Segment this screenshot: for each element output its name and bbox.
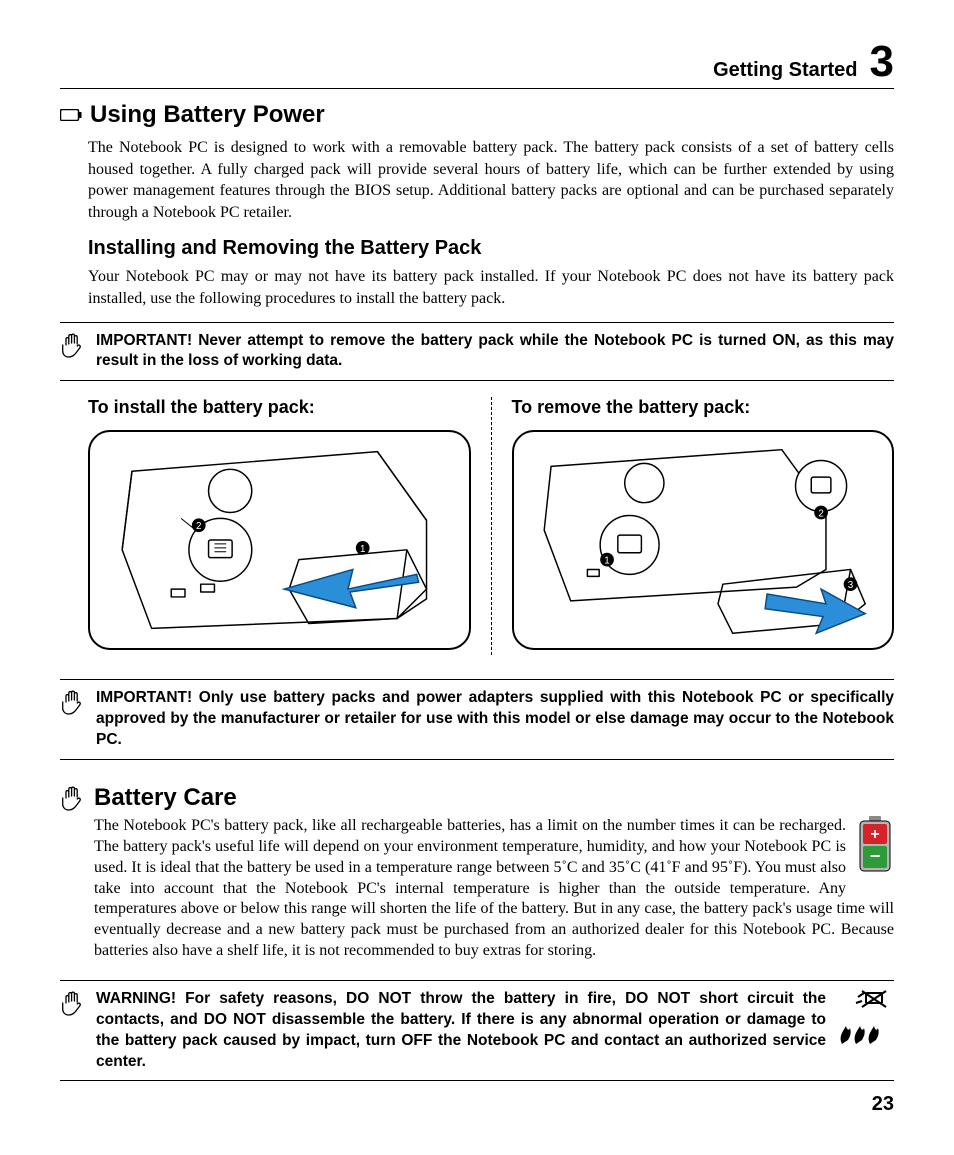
section-using-battery: Using Battery Power <box>60 101 894 129</box>
hand-stop-icon <box>60 331 86 359</box>
note-text: WARNING! For safety reasons, DO NOT thro… <box>96 989 894 1073</box>
hand-warning-icon <box>60 989 86 1017</box>
battery-charge-icon: + − <box>856 816 894 879</box>
body-text: The Notebook PC is designed to work with… <box>88 137 894 223</box>
no-fire-battery-icon <box>836 989 894 1052</box>
body-text: + − The Notebook PC's battery pack, like… <box>94 816 894 962</box>
subsection-title: Installing and Removing the Battery Pack <box>88 237 894 260</box>
remove-column: To remove the battery pack: 1 2 3 <box>512 397 895 655</box>
svg-text:2: 2 <box>196 522 201 533</box>
svg-text:2: 2 <box>818 509 823 520</box>
section-title: Using Battery Power <box>90 101 325 129</box>
hand-stop-icon <box>60 688 86 716</box>
chapter-number: 3 <box>870 40 894 84</box>
body-paragraph: The Notebook PC's battery pack, like all… <box>94 816 894 962</box>
note-text: IMPORTANT! Never attempt to remove the b… <box>96 331 894 373</box>
svg-text:3: 3 <box>847 581 853 592</box>
section-title: Battery Care <box>94 784 894 812</box>
column-divider <box>491 397 492 655</box>
column-title: To remove the battery pack: <box>512 397 895 418</box>
remove-diagram: 1 2 3 <box>512 430 895 650</box>
svg-text:−: − <box>870 846 881 866</box>
note-text: IMPORTANT! Only use battery packs and po… <box>96 688 894 751</box>
chapter-label: Getting Started <box>713 59 857 88</box>
hand-stop-icon <box>60 784 86 812</box>
page-header: Getting Started 3 <box>60 40 894 89</box>
page-number: 23 <box>60 1093 894 1116</box>
install-column: To install the battery pack: <box>88 397 471 655</box>
important-note: IMPORTANT! Only use battery packs and po… <box>60 679 894 760</box>
column-title: To install the battery pack: <box>88 397 471 418</box>
section-battery-care: Battery Care + − The Notebook PC's batte… <box>60 784 894 962</box>
install-diagram: 2 1 <box>88 430 471 650</box>
important-note: IMPORTANT! Never attempt to remove the b… <box>60 322 894 382</box>
body-text: Your Notebook PC may or may not have its… <box>88 266 894 309</box>
warning-note: WARNING! For safety reasons, DO NOT thro… <box>60 980 894 1082</box>
svg-text:1: 1 <box>604 556 609 567</box>
svg-text:+: + <box>870 826 879 843</box>
battery-outline-icon <box>60 109 82 121</box>
install-remove-columns: To install the battery pack: <box>88 397 894 655</box>
svg-text:1: 1 <box>360 544 365 555</box>
